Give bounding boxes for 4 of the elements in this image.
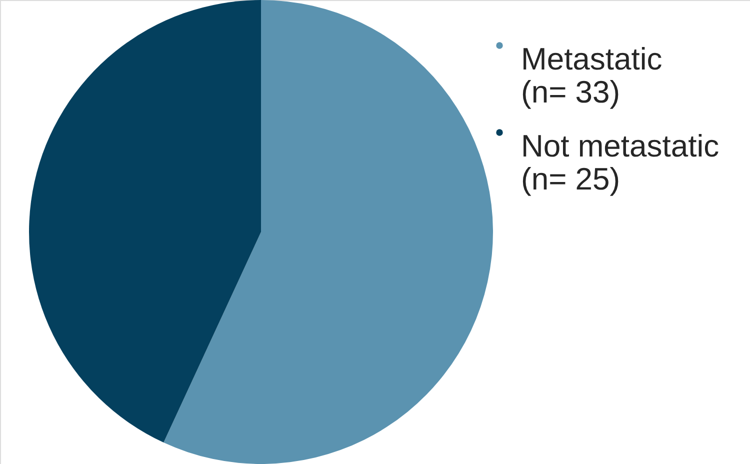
legend-label: Not metastatic (n= 25)	[521, 128, 720, 196]
pie-slice	[164, 0, 493, 464]
legend-label: Metastatic (n= 33)	[521, 42, 662, 110]
pie-slice	[29, 0, 261, 443]
